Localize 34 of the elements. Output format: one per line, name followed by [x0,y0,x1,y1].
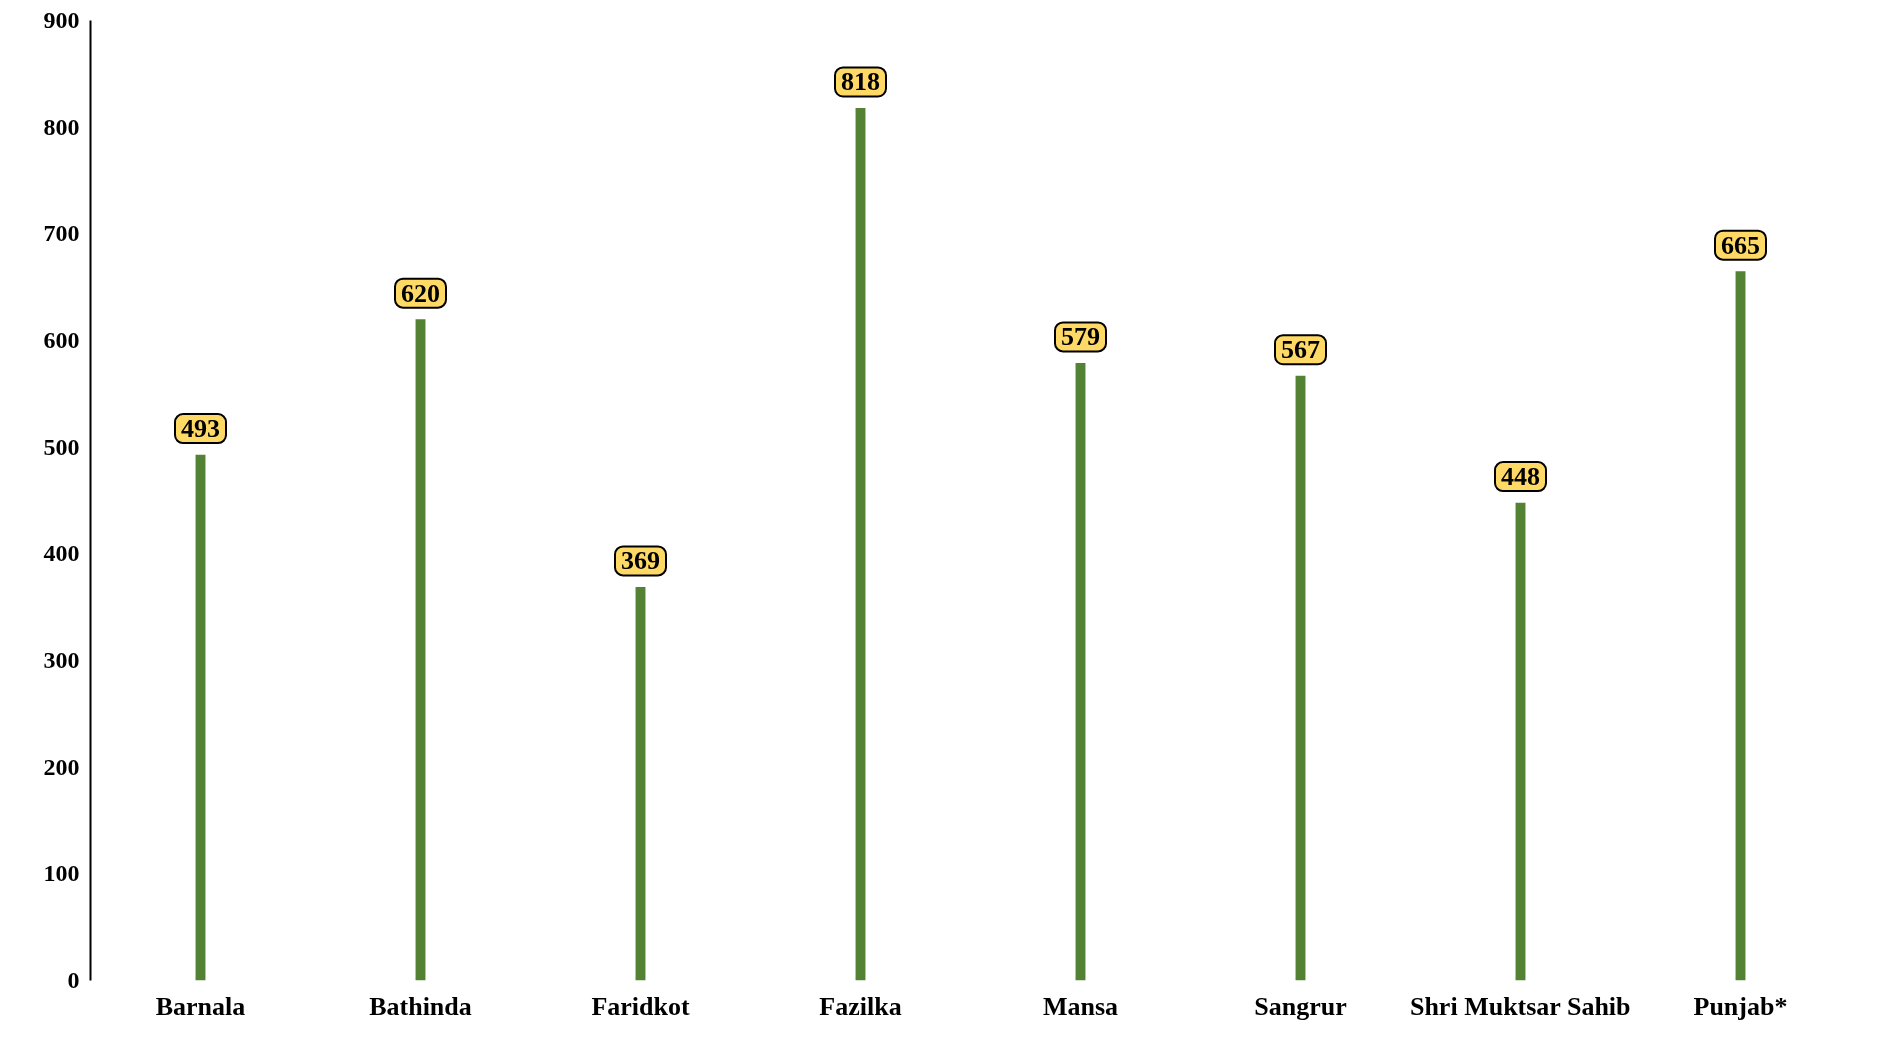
x-tick-label: Barnala [155,991,246,1021]
y-tick-label: 0 [67,967,80,993]
x-tick-label: Fazilka [819,991,902,1021]
bar [1075,362,1086,981]
x-tick-label: Sangrur [1254,991,1347,1021]
data-label: 620 [401,278,440,308]
y-tick-label: 200 [43,753,80,780]
bar [855,107,866,981]
y-tick-label: 800 [43,113,80,140]
y-tick-label: 500 [43,433,80,460]
data-label: 448 [1501,462,1540,492]
x-tick-label: Bathinda [369,991,472,1021]
bar [1735,271,1746,981]
y-tick-label: 600 [43,327,80,353]
y-tick-label: 100 [43,860,80,887]
x-tick-label: Faridkot [591,991,690,1021]
data-label: 579 [1061,322,1100,352]
data-label: 665 [1721,230,1760,260]
bar [415,319,426,981]
bar [1295,375,1306,981]
y-tick-label: 900 [43,7,80,33]
x-tick-label: Shri Muktsar Sahib [1409,991,1631,1021]
data-label: 567 [1281,335,1320,365]
bar [195,454,206,981]
x-tick-label: Punjab* [1693,991,1788,1021]
y-tick-label: 300 [43,647,80,673]
y-tick-label: 400 [43,540,80,567]
data-label: 369 [621,546,660,576]
data-label: 493 [181,414,220,444]
bar [1515,502,1526,981]
x-tick-label: Mansa [1042,991,1119,1021]
bar [635,586,646,981]
data-label: 818 [841,67,880,97]
y-tick-label: 700 [43,220,80,247]
